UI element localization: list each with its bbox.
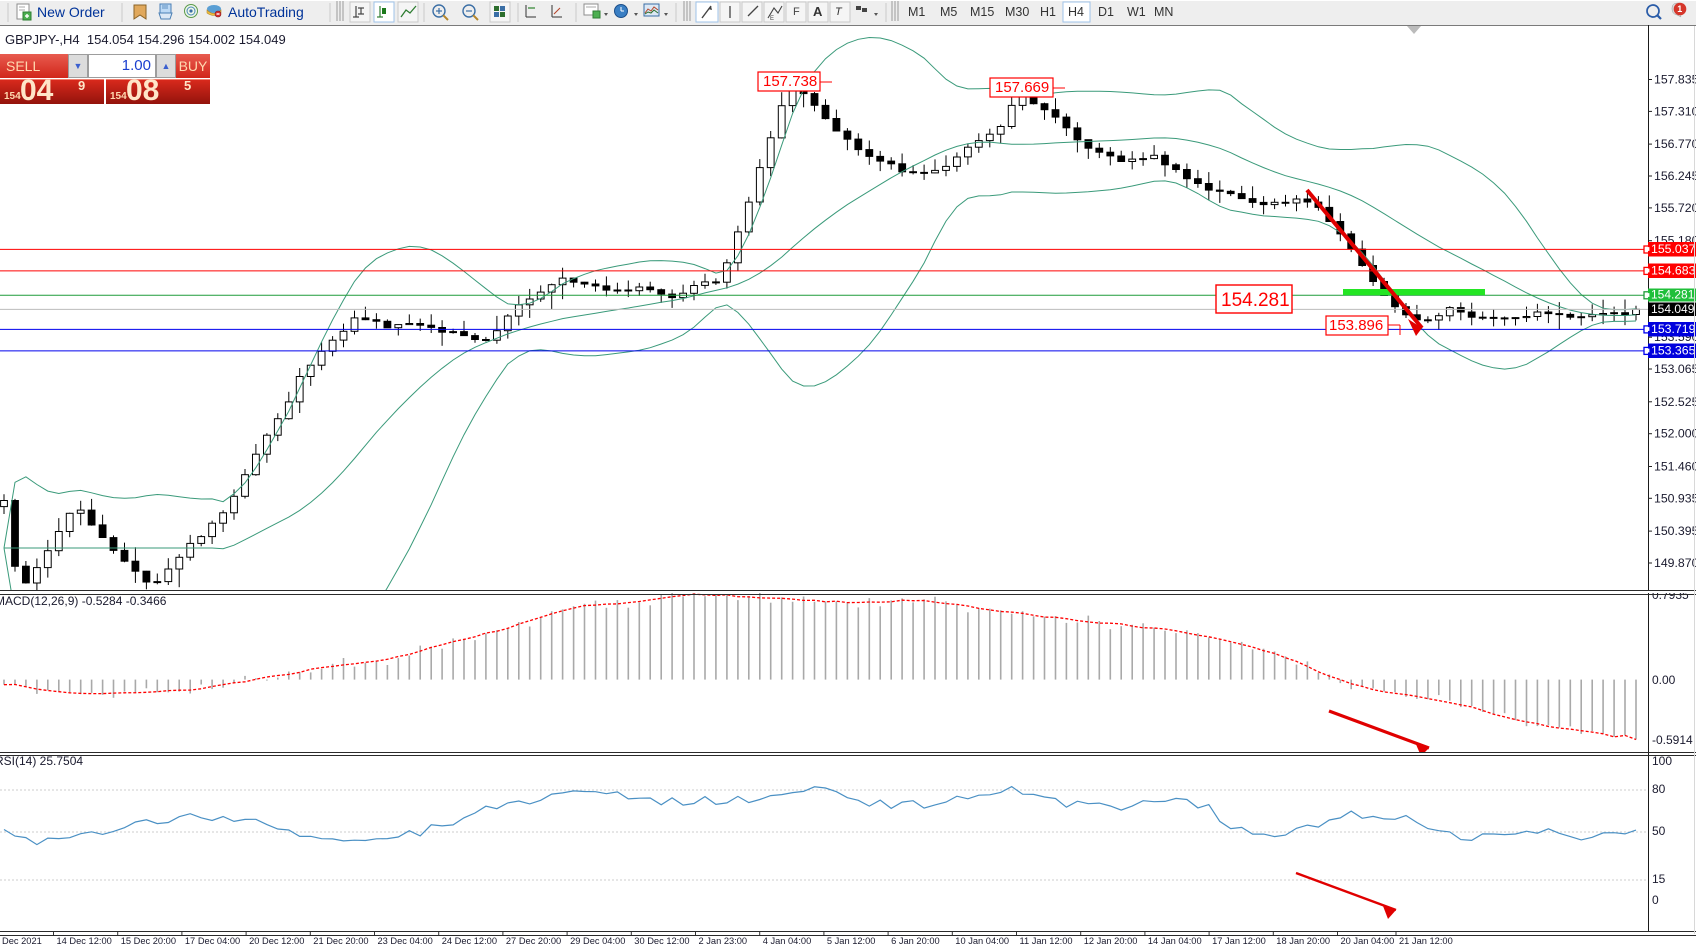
svg-text:50: 50 <box>1652 824 1666 838</box>
svg-text:Dec 2021: Dec 2021 <box>2 936 42 946</box>
svg-text:27 Dec 20:00: 27 Dec 20:00 <box>506 936 561 946</box>
svg-text:New Order: New Order <box>37 4 105 20</box>
svg-text:17 Jan 12:00: 17 Jan 12:00 <box>1212 936 1266 946</box>
svg-text:MN: MN <box>1154 5 1173 19</box>
svg-text:M1: M1 <box>908 5 925 19</box>
svg-text:149.870: 149.870 <box>1654 556 1696 570</box>
svg-text:154.281: 154.281 <box>1651 288 1695 302</box>
svg-text:4 Jan 04:00: 4 Jan 04:00 <box>763 936 812 946</box>
svg-text:20 Jan 04:00: 20 Jan 04:00 <box>1341 936 1395 946</box>
svg-text:15: 15 <box>1652 872 1666 886</box>
svg-text:153.896: 153.896 <box>1329 317 1383 334</box>
svg-text:30 Dec 12:00: 30 Dec 12:00 <box>634 936 689 946</box>
svg-text:21 Dec 20:00: 21 Dec 20:00 <box>313 936 368 946</box>
svg-text:A: A <box>813 4 823 19</box>
svg-text:24 Dec 12:00: 24 Dec 12:00 <box>442 936 497 946</box>
svg-text:14 Jan 04:00: 14 Jan 04:00 <box>1148 936 1202 946</box>
svg-text:H4: H4 <box>1068 5 1084 19</box>
svg-text:D1: D1 <box>1098 5 1114 19</box>
svg-text:AutoTrading: AutoTrading <box>228 4 304 20</box>
svg-text:5 Jan 12:00: 5 Jan 12:00 <box>827 936 876 946</box>
svg-text:-0.5914: -0.5914 <box>1652 733 1693 747</box>
svg-text:100: 100 <box>1652 754 1672 768</box>
svg-text:10 Jan 04:00: 10 Jan 04:00 <box>955 936 1009 946</box>
svg-text:157.310: 157.310 <box>1654 104 1696 118</box>
svg-text:E: E <box>770 16 774 22</box>
svg-text:153.719: 153.719 <box>1651 322 1696 336</box>
svg-text:23 Dec 04:00: 23 Dec 04:00 <box>378 936 433 946</box>
svg-text:154.049: 154.049 <box>1651 302 1695 316</box>
svg-text:W1: W1 <box>1127 5 1146 19</box>
svg-text:M30: M30 <box>1005 5 1029 19</box>
svg-text:2 Jan 23:00: 2 Jan 23:00 <box>699 936 748 946</box>
svg-text:157.738: 157.738 <box>763 73 817 90</box>
svg-text:157.669: 157.669 <box>995 79 1049 96</box>
svg-text:155.037: 155.037 <box>1651 242 1696 256</box>
svg-text:20 Dec 12:00: 20 Dec 12:00 <box>249 936 304 946</box>
svg-text:F: F <box>793 6 800 18</box>
svg-text:150.935: 150.935 <box>1654 491 1696 505</box>
svg-text:156.770: 156.770 <box>1654 137 1696 151</box>
svg-text:149.345: 149.345 <box>1654 588 1696 591</box>
svg-text:156.245: 156.245 <box>1654 169 1696 183</box>
svg-text:12 Jan 20:00: 12 Jan 20:00 <box>1084 936 1138 946</box>
svg-text:152.000: 152.000 <box>1654 427 1696 441</box>
svg-text:15 Dec 20:00: 15 Dec 20:00 <box>121 936 176 946</box>
svg-text:21 Jan 12:00: 21 Jan 12:00 <box>1399 936 1453 946</box>
svg-text:M15: M15 <box>970 5 994 19</box>
svg-text:M5: M5 <box>940 5 957 19</box>
svg-text:151.460: 151.460 <box>1654 460 1696 474</box>
svg-text:6 Jan 20:00: 6 Jan 20:00 <box>891 936 940 946</box>
svg-text:11 Jan 12:00: 11 Jan 12:00 <box>1020 936 1073 946</box>
svg-text:1: 1 <box>1677 4 1682 14</box>
svg-text:14 Dec 12:00: 14 Dec 12:00 <box>57 936 112 946</box>
svg-text:80: 80 <box>1652 782 1666 796</box>
svg-text:153.065: 153.065 <box>1654 362 1696 376</box>
svg-text:155.720: 155.720 <box>1654 201 1696 215</box>
svg-text:H1: H1 <box>1040 5 1056 19</box>
svg-text:153.365: 153.365 <box>1651 344 1696 358</box>
svg-text:18 Jan 20:00: 18 Jan 20:00 <box>1276 936 1330 946</box>
svg-text:154.281: 154.281 <box>1221 290 1290 311</box>
svg-text:152.525: 152.525 <box>1654 395 1696 409</box>
svg-text:154.683: 154.683 <box>1651 264 1696 278</box>
svg-text:150.395: 150.395 <box>1654 524 1696 538</box>
svg-text:0: 0 <box>1652 893 1659 907</box>
svg-text:157.835: 157.835 <box>1654 73 1696 87</box>
svg-text:29 Dec 04:00: 29 Dec 04:00 <box>570 936 625 946</box>
svg-text:0.00: 0.00 <box>1652 673 1676 687</box>
svg-text:17 Dec 04:00: 17 Dec 04:00 <box>185 936 240 946</box>
